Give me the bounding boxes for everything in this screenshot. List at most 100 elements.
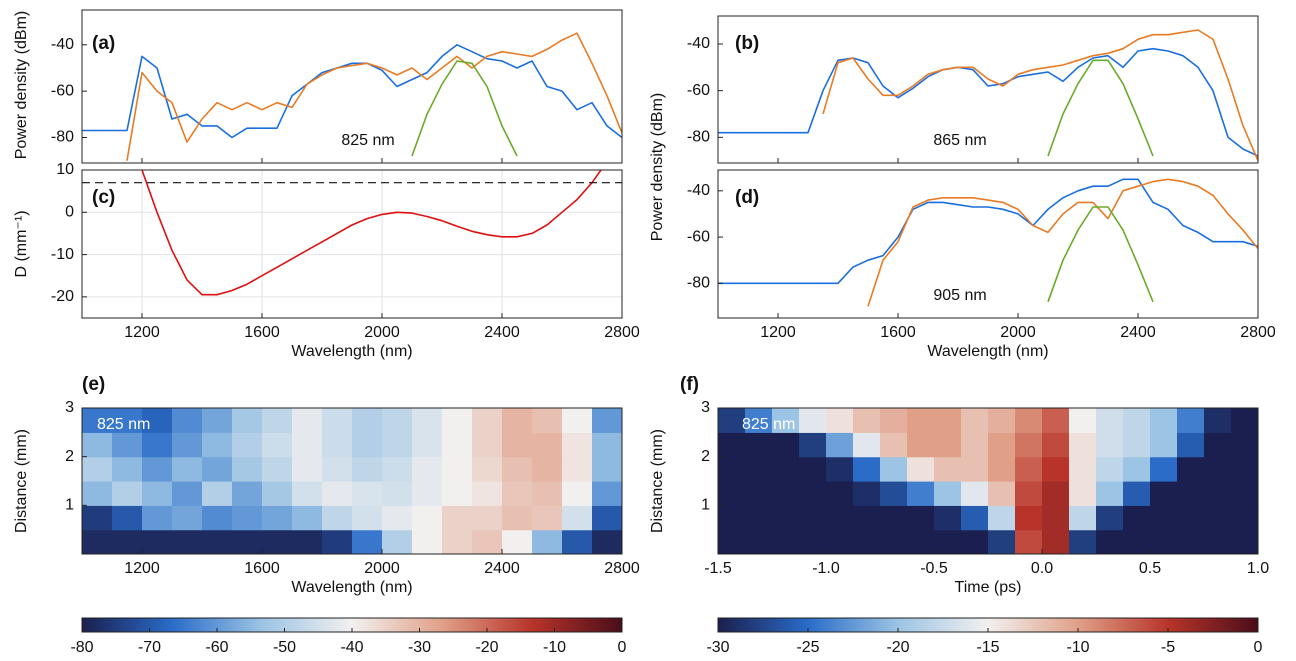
heatmap-cell [1231,432,1258,458]
panel-label: (c) [92,187,115,208]
heatmap-cell [412,529,443,554]
heatmap-cell [172,456,203,482]
x-tick-label: 1200 [124,324,160,341]
heatmap-cell [718,481,746,506]
heatmap-cell [880,408,908,433]
annotation: 905 nm [933,287,986,304]
heatmap-cell [880,505,908,531]
series-line [1047,59,1154,157]
heatmap-cell [202,529,233,554]
heatmap-cell [853,505,881,531]
heatmap-cell [826,408,854,433]
heatmap-cell [142,505,173,531]
annotation: 825 nm [742,416,795,433]
heatmap-cell [1150,432,1178,458]
heatmap-cell [988,408,1016,433]
colorbar-tick-label: -20 [475,639,498,656]
heatmap-cell [1123,505,1151,531]
heatmap-cell [718,432,746,458]
heatmap-cell [934,481,962,506]
heatmap-cell [1069,408,1097,433]
heatmap-cell [592,529,622,554]
heatmap-cell [112,505,143,531]
heatmap-cell [202,432,233,458]
heatmap-cell [826,481,854,506]
heatmap-cell [202,481,233,506]
heatmap-cell [826,456,854,482]
heatmap-cell [292,529,323,554]
y-tick-label: -80 [687,129,710,146]
heatmap-cell [1150,529,1178,554]
heatmap-cell [382,481,413,506]
panel-label: (f) [680,374,699,395]
heatmap-cell [718,505,746,531]
axes-frame [81,407,623,555]
heatmap-cell [1231,505,1258,531]
panel-label: (a) [92,33,115,54]
heatmap-cell [292,481,323,506]
heatmap-cell [1069,505,1097,531]
heatmap-cell [262,481,293,506]
heatmap-cell [907,432,935,458]
heatmap-cell [745,481,773,506]
heatmap-cell [799,505,827,531]
heatmap-cell [1231,481,1258,506]
x-tick-label: 1600 [880,324,916,341]
heatmap-cell [502,481,533,506]
heatmap-cell [1204,505,1232,531]
heatmap-cell [112,432,143,458]
x-axis-label: Wavelength (nm) [291,579,412,596]
heatmap-cell [412,456,443,482]
heatmap-cell [907,481,935,506]
heatmap-cell [1042,432,1070,458]
heatmap-cell [1204,529,1232,554]
heatmap-cell [1096,505,1124,531]
heatmap-cell [82,432,113,458]
x-tick-label: 2000 [1000,324,1036,341]
series-line [126,32,622,161]
heatmap-cell [532,529,563,554]
heatmap-cell [1015,456,1043,482]
heatmap-cell [232,408,263,433]
heatmap-cell [112,481,143,506]
heatmap-cell [202,408,233,433]
heatmap-cell [562,456,593,482]
heatmap-cell [1231,456,1258,482]
heatmap-cell [532,408,563,433]
heatmap-cell [772,481,800,506]
heatmap-cell [502,529,533,554]
heatmap-cell [745,408,773,433]
heatmap-cell [853,408,881,433]
x-tick-label: 2000 [364,324,400,341]
heatmap-cell [472,408,503,433]
x-tick-label: 1600 [244,560,280,577]
heatmap-cell [382,456,413,482]
heatmap-cell [988,456,1016,482]
x-tick-label: 2800 [604,324,640,341]
heatmap-cell [772,456,800,482]
heatmap-cell [961,481,989,506]
heatmap-cell [262,505,293,531]
heatmap-cell [412,481,443,506]
x-axis-label: Wavelength (nm) [927,343,1048,360]
heatmap-cell [799,481,827,506]
heatmap-cell [352,481,383,506]
heatmap-cell [202,505,233,531]
heatmap-cell [412,432,443,458]
heatmap-cell [1177,408,1205,433]
colorbar-tick-label: -20 [886,639,909,656]
heatmap-cell [745,456,773,482]
heatmap-cell [202,456,233,482]
heatmap-cell [292,505,323,531]
annotation: 825 nm [341,132,394,149]
x-tick-label: 1.0 [1247,560,1269,577]
heatmap-cell [988,432,1016,458]
heatmap-cell [562,505,593,531]
heatmap-cell [907,529,935,554]
heatmap-cell [853,481,881,506]
heatmap-cell [472,432,503,458]
heatmap-cell [82,456,113,482]
colorbar-tick-label: -40 [340,639,363,656]
heatmap-cell [1177,432,1205,458]
